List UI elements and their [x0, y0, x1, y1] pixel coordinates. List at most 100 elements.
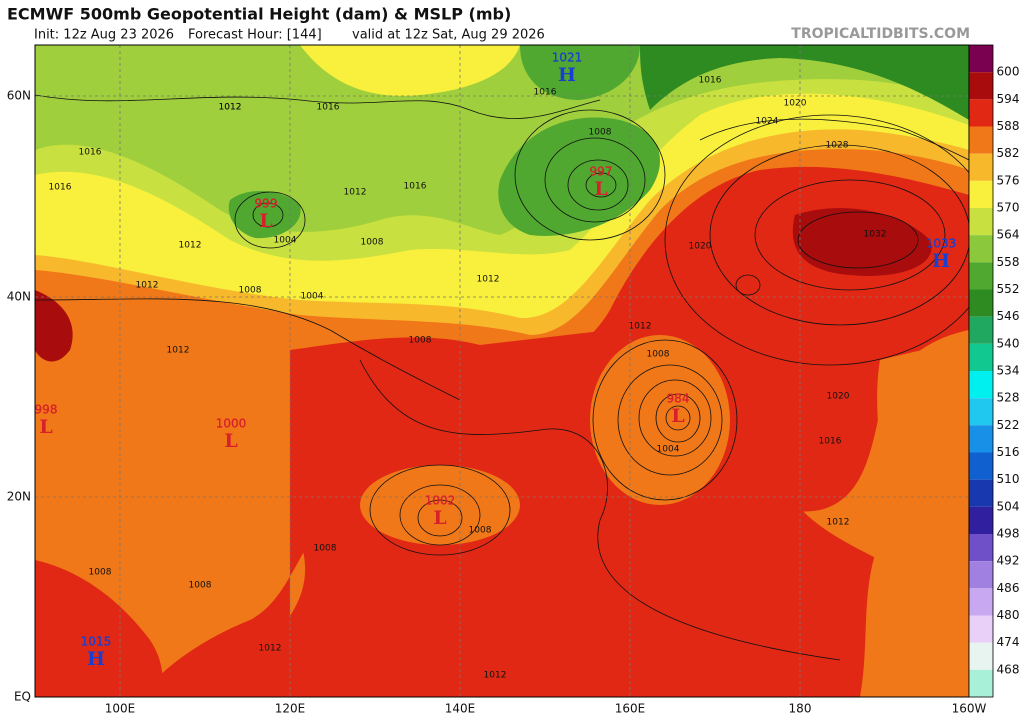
colorbar-segment: [969, 180, 993, 208]
colorbar-segment: [969, 72, 993, 100]
height-band: [35, 560, 163, 697]
isobar-label: 1020: [689, 242, 712, 252]
colorbar-segment: [969, 398, 993, 426]
isobar: [655, 393, 701, 443]
isobar-label: 1008: [314, 544, 337, 554]
colorbar-segment: [969, 126, 993, 154]
colorbar-segment: [969, 153, 993, 181]
isobar: [797, 211, 919, 269]
isobar: [665, 405, 691, 431]
colorbar-segment: [969, 452, 993, 480]
isobar-label: 1012: [219, 103, 242, 113]
colorbar-segment: [969, 316, 993, 344]
pressure-center: L: [39, 416, 52, 438]
height-band: [300, 45, 520, 96]
pressure-value: 997: [590, 165, 613, 179]
isobar: [544, 137, 646, 223]
colorbar-segment: [969, 615, 993, 643]
isobar-label: 1004: [301, 292, 324, 302]
isobars: [35, 94, 969, 661]
isobar-label: 1020: [827, 392, 850, 402]
colorbar-segment: [969, 343, 993, 371]
isobar: [699, 118, 969, 161]
isobar-label: 1012: [167, 346, 190, 356]
colorbar-label: 540: [997, 336, 1020, 350]
height-band: [35, 290, 73, 362]
pressure-value: 1033: [926, 237, 957, 251]
pressure-center: L: [433, 507, 446, 529]
isobar-label: 1016: [819, 437, 842, 447]
colorbar-label: 570: [997, 201, 1020, 215]
colorbar-segment: [969, 371, 993, 399]
colorbar-segment: [969, 289, 993, 317]
colorbar-segment: [969, 669, 993, 697]
isobar-label: 1032: [864, 230, 887, 240]
isobar: [417, 499, 463, 537]
colorbar-label: 576: [997, 173, 1020, 187]
colorbar-label: 558: [997, 255, 1020, 269]
isobar: [592, 339, 738, 501]
isobar: [514, 109, 666, 241]
colorbar-label: 594: [997, 92, 1020, 106]
isobar: [567, 159, 629, 211]
isobar-label: 1012: [259, 644, 282, 654]
isobar: [664, 114, 969, 366]
isobar-label: 1024: [756, 117, 779, 127]
longitude-label: 100E: [105, 702, 136, 716]
colorbar-label: 486: [997, 581, 1020, 595]
latitude-label: 20N: [7, 490, 31, 504]
isobar: [638, 379, 712, 457]
pressure-center: L: [224, 430, 237, 452]
isobar-label: 1008: [647, 350, 670, 360]
colorbar-label: 474: [997, 635, 1020, 649]
isobar: [585, 172, 617, 198]
longitude-label: 180: [789, 702, 812, 716]
isobar: [35, 298, 461, 401]
pressure-value: 1000: [216, 417, 247, 431]
colorbar-label: 498: [997, 527, 1020, 541]
isobar-label: 1008: [239, 286, 262, 296]
longitude-label: 120E: [275, 702, 306, 716]
colorbar-segment: [969, 208, 993, 236]
valid-time: valid at 12z Sat, Aug 29 2026: [352, 28, 545, 43]
colorbar-label: 546: [997, 309, 1020, 323]
isobar-label: 1016: [49, 183, 72, 193]
colorbar-segment: [969, 534, 993, 562]
axis-labels: 60N 40N 20N EQ 100E 120E 140E 160E 180 160W: [7, 89, 987, 716]
isobar-label: 1012: [827, 518, 850, 528]
isobar-label: 1020: [784, 99, 807, 109]
height-band: [520, 45, 640, 100]
pressure-value: 984: [667, 392, 690, 406]
pressure-value: 1015: [81, 635, 112, 649]
isobar-label: 1016: [317, 103, 340, 113]
graticule: [35, 45, 969, 697]
isobar-label: 1016: [534, 88, 557, 98]
colorbar-label: 552: [997, 282, 1020, 296]
colorbar-segment: [969, 99, 993, 127]
isobar-label: 1016: [404, 182, 427, 192]
isobar-label: 1008: [469, 526, 492, 536]
longitude-label: 160E: [615, 702, 646, 716]
isobar: [709, 144, 969, 326]
colorbar-segment: [969, 235, 993, 263]
height-band: [360, 465, 520, 545]
colorbar-label: 516: [997, 445, 1020, 459]
isobar-label: 1004: [274, 236, 297, 246]
colorbar-label: 600: [997, 65, 1020, 79]
isobar-label: 1012: [629, 322, 652, 332]
height-band: [498, 117, 660, 236]
isobar-label: 1016: [699, 76, 722, 86]
isobar-label: 1004: [657, 445, 680, 455]
isobar-label: 1008: [409, 336, 432, 346]
isobar-label: 1012: [344, 188, 367, 198]
colorbar-segment: [969, 561, 993, 589]
title: ECMWF 500mb Geopotential Height (dam) & …: [7, 5, 511, 24]
pressure-center: H: [558, 64, 576, 86]
colorbar-label: 510: [997, 472, 1020, 486]
isobar-label: 1016: [79, 148, 102, 158]
latitude-label: EQ: [14, 690, 31, 704]
colorbar-label: 468: [997, 662, 1020, 676]
isobar-label: 1028: [826, 141, 849, 151]
